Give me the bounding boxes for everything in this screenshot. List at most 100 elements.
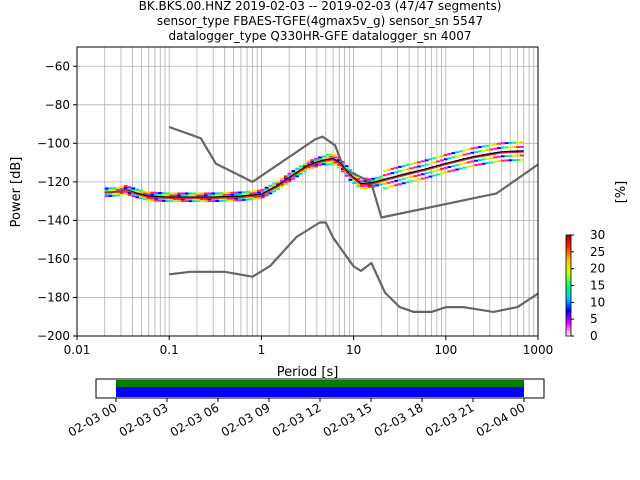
density-cell — [420, 164, 425, 167]
density-cell — [340, 170, 345, 173]
density-cell — [279, 183, 284, 186]
density-cell — [340, 160, 345, 163]
density-cell — [447, 166, 452, 168]
density-cell — [287, 172, 292, 175]
density-cell — [390, 167, 395, 170]
density-cell — [260, 188, 265, 191]
density-cell — [234, 191, 239, 194]
density-cell — [481, 162, 486, 165]
density-cell — [504, 142, 509, 145]
density-cell — [302, 164, 307, 167]
density-cell — [466, 161, 471, 164]
density-cell — [241, 191, 246, 194]
density-cell — [493, 156, 498, 159]
density-cell — [432, 161, 437, 164]
density-cell — [516, 141, 520, 144]
density-cell — [378, 177, 383, 180]
density-cell — [378, 181, 383, 184]
density-cell — [439, 155, 444, 157]
density-cell — [238, 197, 242, 200]
density-cell — [158, 193, 162, 196]
density-cell — [394, 179, 399, 182]
density-cell — [203, 194, 208, 197]
density-cell — [123, 186, 128, 189]
density-cell — [123, 185, 128, 187]
density-cell — [485, 149, 490, 152]
density-cell — [363, 187, 368, 190]
density-cell — [398, 183, 402, 186]
density-cell — [169, 194, 174, 197]
coverage-bar-available — [116, 387, 524, 397]
x-tick-label: 0.01 — [64, 343, 91, 357]
density-cell — [375, 176, 379, 179]
density-cell — [493, 147, 498, 150]
density-cell — [436, 160, 440, 163]
density-cell — [142, 190, 147, 193]
density-cell — [119, 193, 124, 196]
density-cell — [295, 167, 300, 170]
density-cell — [318, 162, 322, 165]
density-cell — [344, 172, 349, 175]
density-cell — [264, 194, 269, 197]
density-cell — [127, 191, 132, 194]
density-cell — [188, 192, 193, 195]
density-cell — [516, 158, 520, 161]
density-cell — [253, 190, 258, 193]
density-cell — [245, 190, 250, 193]
density-cell — [219, 199, 223, 202]
density-cell — [234, 193, 239, 196]
density-cell — [222, 192, 227, 194]
density-cell — [417, 178, 421, 181]
density-cell — [203, 192, 208, 195]
density-cell — [146, 197, 151, 200]
density-cell — [165, 198, 170, 201]
density-cell — [413, 175, 418, 178]
density-cell — [257, 195, 261, 198]
density-cell — [497, 147, 501, 150]
density-cell — [112, 187, 117, 190]
density-cell — [466, 152, 471, 155]
density-cell — [474, 159, 479, 162]
density-cell — [260, 194, 265, 197]
density-cell — [359, 185, 364, 188]
density-cell — [455, 151, 459, 154]
density-cell — [199, 198, 204, 201]
density-cell — [413, 162, 418, 165]
density-cell — [291, 172, 296, 174]
density-cell — [253, 192, 258, 195]
colorbar-label: [%] — [614, 181, 629, 204]
density-cell — [500, 155, 505, 158]
density-cell — [283, 175, 288, 178]
density-cell — [260, 196, 265, 199]
density-cell — [519, 154, 524, 157]
density-cell — [283, 183, 288, 185]
density-cell — [489, 157, 494, 160]
density-cell — [478, 163, 482, 166]
density-cell — [359, 177, 364, 180]
density-cell — [295, 173, 300, 176]
density-cell — [337, 166, 341, 169]
density-cell — [299, 167, 303, 170]
x-axis-label: Period [s] — [277, 365, 339, 380]
density-cell — [154, 197, 159, 200]
density-cell — [405, 181, 410, 184]
density-cell — [230, 199, 235, 202]
density-cell — [390, 185, 395, 188]
density-cell — [382, 169, 387, 172]
density-cell — [474, 146, 479, 149]
density-cell — [165, 200, 170, 203]
density-cell — [489, 144, 494, 147]
new-low-noise-model-line — [169, 221, 539, 313]
density-cell — [367, 185, 372, 188]
density-cell — [207, 194, 212, 197]
density-cell — [272, 184, 277, 187]
density-cell — [299, 172, 303, 175]
density-cell — [112, 189, 117, 191]
density-cell — [318, 156, 322, 159]
density-cell — [470, 147, 475, 150]
density-cell — [135, 194, 140, 197]
density-cell — [458, 163, 463, 166]
density-cell — [276, 180, 280, 183]
new-high-noise-model-line — [168, 125, 539, 219]
density-cell — [268, 186, 273, 189]
